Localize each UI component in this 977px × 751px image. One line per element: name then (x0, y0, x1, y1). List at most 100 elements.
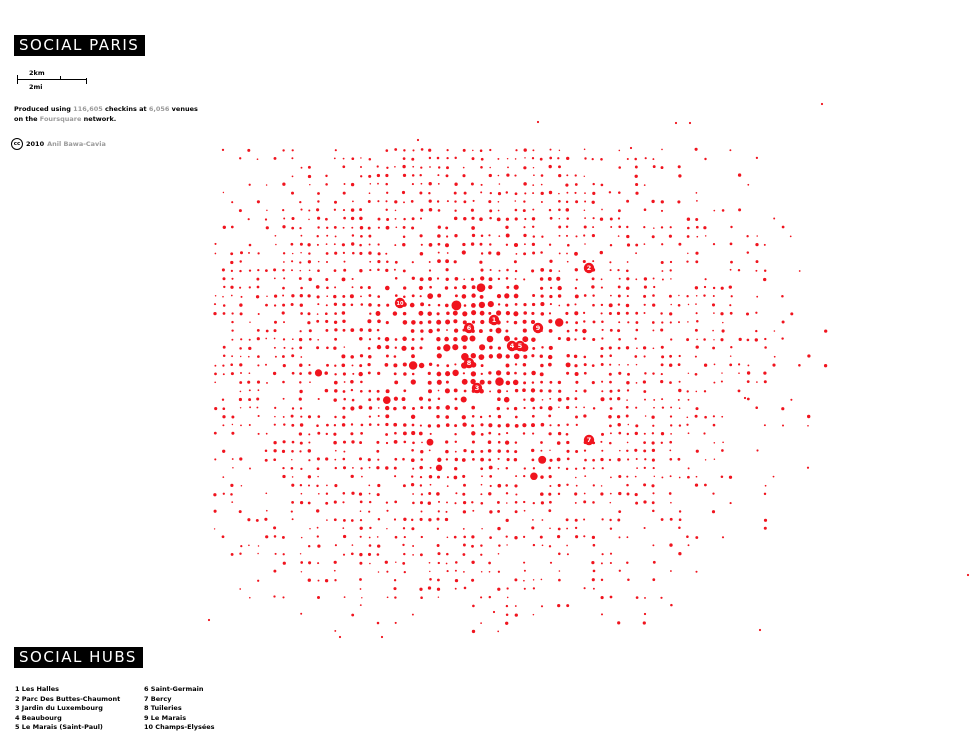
venue-dot (470, 378, 476, 385)
venue-dot (325, 243, 328, 245)
venue-dot (660, 200, 664, 204)
venue-dot (489, 268, 492, 272)
venue-dot (461, 250, 466, 255)
venue-dot (480, 319, 485, 325)
venue-dot (600, 158, 603, 161)
venue-dot (515, 149, 518, 152)
venue-dot (566, 337, 571, 342)
venue-dot (386, 509, 389, 512)
venue-dot (368, 174, 372, 178)
venue-dot (626, 432, 629, 436)
venue-dot (644, 458, 647, 461)
venue-dot (540, 174, 544, 177)
venue-dot (299, 441, 303, 445)
venue-dot (394, 148, 398, 151)
venue-dot (669, 269, 672, 272)
venue-dot (273, 441, 277, 445)
venue-dot (592, 320, 596, 324)
venue-dot (583, 294, 587, 297)
venue-dot (496, 353, 503, 359)
venue-dot (255, 295, 260, 299)
venue-dot (325, 457, 329, 461)
venue-dot (359, 526, 363, 530)
venue-dot (695, 225, 699, 229)
venue-dot (609, 269, 612, 272)
hub-item: 6 Saint-Germain (144, 685, 204, 693)
venue-dot (411, 183, 414, 186)
venue-dot (298, 337, 303, 342)
venue-dot (539, 157, 543, 161)
venue-dot (342, 302, 346, 307)
venue-dot (462, 543, 466, 547)
venue-dot (282, 380, 285, 384)
venue-dot (420, 337, 424, 341)
venue-dot (660, 226, 664, 229)
venue-dot (240, 338, 243, 341)
venue-dot (368, 234, 372, 238)
venue-dot (436, 527, 440, 530)
venue-dot (291, 423, 295, 427)
venue-dot (385, 208, 388, 211)
venue-dot (703, 294, 706, 297)
venue-dot (522, 388, 526, 393)
hub-item: 3 Jardin du Luxembourg (15, 704, 103, 712)
venue-dot (444, 517, 449, 522)
venue-dot (669, 312, 673, 316)
venue-dot (515, 475, 518, 478)
venue-dot (360, 432, 363, 435)
venue-dot (402, 173, 407, 178)
venue-dot (497, 209, 500, 212)
venue-dot (686, 260, 689, 263)
venue-dot (316, 509, 320, 513)
venue-dot (471, 415, 475, 418)
venue-dot (445, 415, 450, 419)
venue-dot (514, 158, 517, 160)
venue-dot (720, 338, 724, 342)
venue-dot (298, 277, 302, 280)
venue-dot (333, 226, 337, 229)
venue-dot (299, 423, 304, 427)
venue-dot (445, 405, 451, 410)
venue-dot (548, 312, 552, 315)
hub-marker-circle (583, 434, 595, 446)
venue-dot (478, 301, 486, 309)
venue-dot (489, 390, 492, 393)
venue-dot (601, 380, 604, 383)
venue-dot (481, 475, 483, 478)
venue-dot (548, 164, 552, 169)
venue-dot (497, 587, 501, 591)
venue-dot (574, 174, 577, 177)
venue-dot (565, 208, 570, 212)
venue-dot (608, 415, 612, 419)
venue-dot (495, 327, 502, 334)
venue-dot (722, 321, 724, 324)
venue-dot (291, 175, 294, 178)
venue-dot (479, 294, 484, 299)
venue-dot (333, 440, 337, 445)
venue-dot (427, 371, 431, 376)
venue-dot (635, 182, 639, 187)
venue-dot (617, 621, 621, 625)
checkins-count: 116,605 (73, 105, 103, 113)
venue-dot (609, 243, 613, 247)
venue-dot (532, 579, 535, 581)
credit-author: Anil Bawa-Cavia (47, 140, 106, 148)
venue-dot (274, 552, 277, 555)
venue-dot (453, 475, 458, 480)
venue-dot (368, 338, 372, 341)
venue-dot (436, 424, 441, 428)
venue-dot (720, 286, 724, 290)
venue-dot (497, 509, 501, 513)
venue-dot (239, 286, 242, 289)
venue-dot (359, 510, 362, 512)
venue-dot (487, 301, 494, 308)
venue-dot (316, 424, 319, 427)
venue-dot (402, 320, 408, 325)
venue-dot (610, 294, 612, 297)
venue-dot (222, 424, 225, 427)
venue-dot (497, 397, 501, 402)
venue-dot (566, 217, 569, 220)
venue-dot (291, 226, 295, 230)
venue-dot (506, 268, 509, 272)
venue-dot (609, 432, 612, 435)
